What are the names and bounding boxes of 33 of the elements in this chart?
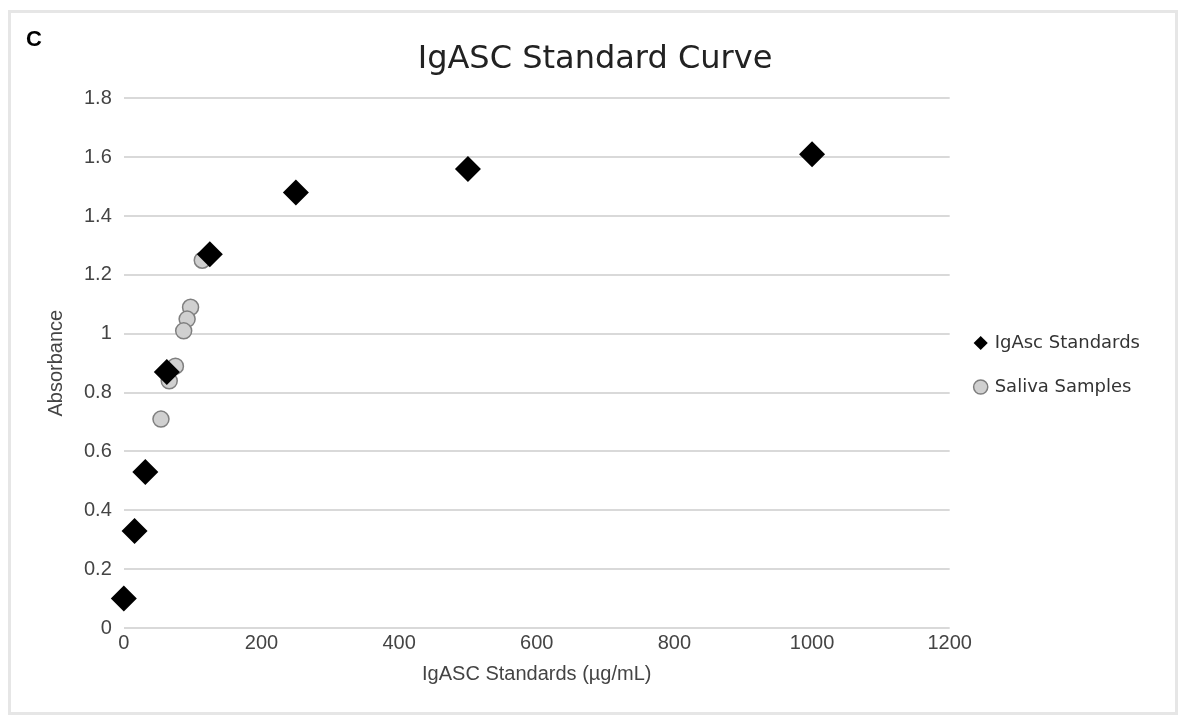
point [152,410,170,428]
y-tick-label: 1.8 [83,85,112,108]
chart-title: IgASC Standard Curve [417,37,773,76]
legend-label: IgAsc Standards [994,330,1140,352]
legend-label: Saliva Samples [994,374,1132,396]
y-tick-label: 0.6 [83,438,112,461]
point [799,141,826,168]
point [454,156,481,183]
x-tick-label: 200 [244,630,279,653]
point [174,322,193,340]
x-tick-label: 400 [382,630,416,653]
point [110,585,137,612]
y-tick-label: 1.6 [83,144,112,167]
x-tick-label: 1200 [927,630,972,653]
point [282,179,309,206]
point [196,241,223,268]
y-tick-label: 0.4 [83,497,112,520]
text: C [26,26,42,52]
x-tick-label: 800 [657,630,692,653]
y-tick-label: 1 [100,321,112,344]
y-tick-label: 0 [100,615,112,638]
point [153,359,180,386]
y-tick-label: 0.8 [83,380,112,403]
point [132,459,159,486]
x-axis-title: IgASC Standards (µg/mL) [422,661,652,684]
x-tick-label: 600 [520,630,554,653]
x-tick-label: 0 [118,630,130,653]
y-tick-label: 1.2 [83,262,112,285]
y-tick-label: 0.2 [83,556,112,579]
point [121,517,148,544]
y-axis-title: Absorbance [43,309,66,417]
x-tick-label: 1000 [789,630,835,653]
y-tick-label: 1.4 [83,203,112,226]
